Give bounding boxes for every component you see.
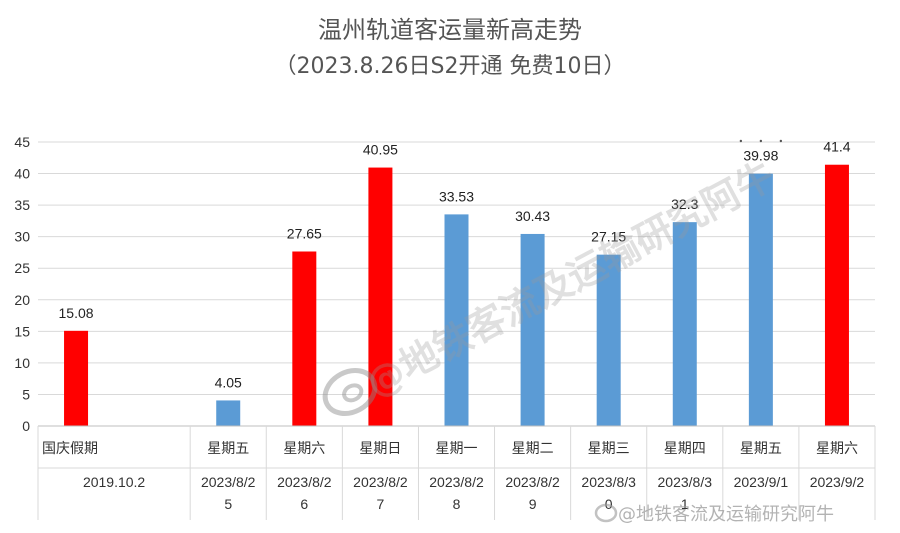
x-category-date: 2023/8/2 5 bbox=[201, 474, 256, 512]
bar bbox=[596, 254, 621, 426]
data-label: 15.08 bbox=[59, 305, 94, 321]
y-tick-label: 25 bbox=[14, 260, 30, 276]
y-tick-label: 5 bbox=[22, 386, 30, 402]
x-category-day: 星期四 bbox=[664, 441, 706, 457]
y-tick-label: 15 bbox=[14, 323, 30, 339]
data-labels: 15.08 4.05 27.65 40.95 33.53 30.43 27.15 32.3 39… bbox=[59, 139, 851, 391]
x-category-day: 星期二 bbox=[512, 441, 554, 457]
data-label: 40.95 bbox=[363, 142, 398, 158]
data-label: 27.65 bbox=[287, 225, 322, 241]
y-tick-label: 20 bbox=[14, 292, 30, 308]
bar bbox=[748, 173, 773, 426]
weibo-small-icon bbox=[594, 503, 618, 523]
chart-title: 温州轨道客运量新高走势 bbox=[318, 16, 582, 44]
bar bbox=[64, 330, 89, 426]
bar-series bbox=[64, 164, 849, 426]
data-label: 33.53 bbox=[439, 188, 474, 204]
bar bbox=[520, 233, 545, 426]
x-category-day: 星期六 bbox=[283, 441, 325, 457]
selection-dot bbox=[779, 139, 783, 143]
x-category-date: 2023/9/2 bbox=[810, 474, 865, 490]
x-category-day: 星期六 bbox=[816, 441, 858, 457]
data-label: 27.15 bbox=[591, 229, 626, 245]
x-category-date: 2023/9/1 bbox=[734, 474, 789, 490]
x-category-day: 星期五 bbox=[740, 441, 782, 457]
y-tick-label: 45 bbox=[14, 134, 30, 150]
x-category-day: 星期三 bbox=[588, 441, 630, 457]
y-tick-label: 40 bbox=[14, 166, 30, 182]
data-label: 39.98 bbox=[743, 148, 778, 164]
chart-subtitle: （2023.8.26日S2开通 免费10日） bbox=[275, 54, 626, 79]
weibo-logo-icon bbox=[322, 368, 378, 416]
y-axis: 0 5 10 15 20 25 30 35 40 45 bbox=[14, 134, 30, 434]
x-category-day: 国庆假期 bbox=[42, 441, 98, 457]
bar bbox=[368, 167, 393, 426]
x-category-date: 2023/8/2 7 bbox=[353, 474, 408, 512]
x-category-date: 2019.10.2 bbox=[83, 474, 145, 490]
selection-dot bbox=[759, 139, 763, 143]
data-label: 41.4 bbox=[823, 139, 850, 155]
bar bbox=[292, 251, 317, 426]
x-category-date: 2023/8/2 9 bbox=[505, 474, 560, 512]
x-axis-table: 国庆假期 2019.10.2 星期五 2023/8/2 5 星期六 2023/8/2 6 星期日… bbox=[37, 425, 876, 520]
y-tick-label: 0 bbox=[22, 418, 30, 434]
y-tick-label: 30 bbox=[14, 229, 30, 245]
x-category-day: 星期一 bbox=[436, 441, 478, 457]
x-category-date: 2023/8/3 0 bbox=[581, 474, 636, 512]
selection-dot bbox=[739, 139, 743, 143]
y-tick-label: 10 bbox=[14, 355, 30, 371]
x-category-day: 星期日 bbox=[359, 441, 401, 457]
bar bbox=[216, 400, 241, 426]
data-label: 30.43 bbox=[515, 208, 550, 224]
bar bbox=[444, 214, 469, 426]
watermark-bottom: @地铁客流及运输研究阿牛 bbox=[618, 504, 834, 525]
x-category-day: 星期五 bbox=[207, 441, 249, 457]
watermark-center: @地铁客流及运输研究阿牛 bbox=[359, 153, 782, 406]
data-label: 4.05 bbox=[215, 374, 242, 390]
x-category-date: 2023/8/2 8 bbox=[429, 474, 484, 512]
data-label: 32.3 bbox=[671, 196, 698, 212]
y-tick-label: 35 bbox=[14, 197, 30, 213]
bar bbox=[672, 222, 697, 426]
x-category-date: 2023/8/2 6 bbox=[277, 474, 332, 512]
bar bbox=[824, 164, 849, 426]
x-category-date: 2023/8/3 1 bbox=[658, 474, 713, 512]
